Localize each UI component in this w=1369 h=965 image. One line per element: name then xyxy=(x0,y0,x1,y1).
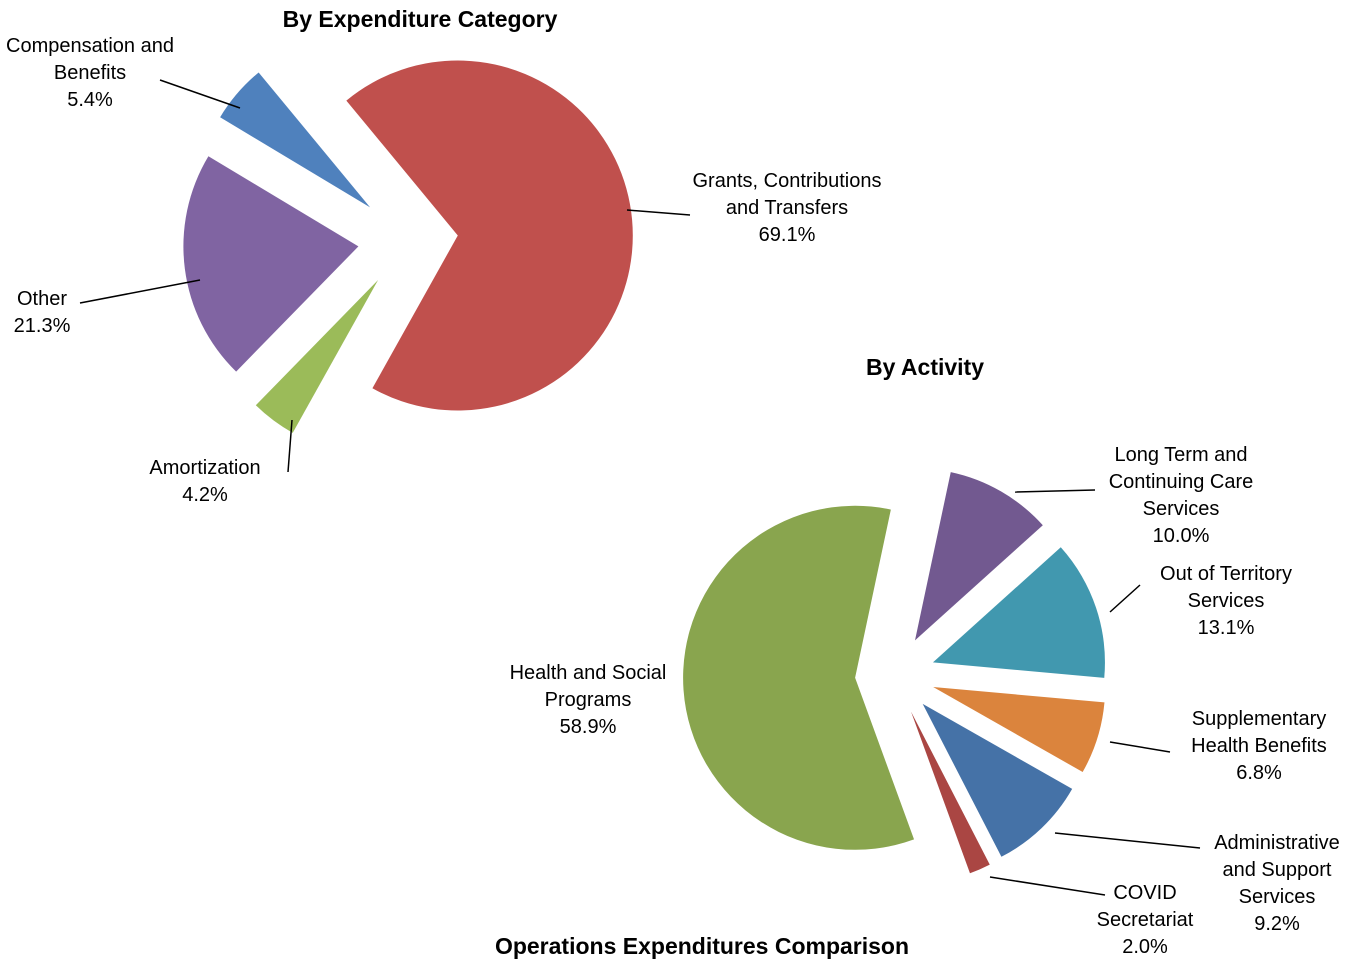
slice-label: Amortization 4.2% xyxy=(130,455,280,509)
leader-line xyxy=(79,279,201,304)
leader-line xyxy=(1014,489,1096,493)
category-label: Long Term and Continuing Care Services xyxy=(1108,444,1254,520)
value-label: 69.1% xyxy=(758,224,816,246)
value-label: 5.4% xyxy=(67,89,113,111)
value-label: 9.2% xyxy=(1254,913,1300,935)
leader-line xyxy=(1109,584,1141,613)
slice-label: Grants, Contributions and Transfers 69.1% xyxy=(687,168,887,249)
pie-slice xyxy=(922,703,1073,857)
value-label: 58.9% xyxy=(559,716,617,738)
category-label: Other xyxy=(16,288,68,310)
category-label: Amortization xyxy=(149,457,261,479)
slice-label: Other 21.3% xyxy=(2,286,82,340)
slice-label: COVID Secretariat 2.0% xyxy=(1085,880,1205,961)
pie-slice xyxy=(932,547,1105,678)
value-label: 2.0% xyxy=(1122,936,1168,958)
page-title: Operations Expenditures Comparison xyxy=(494,933,910,959)
leader-line xyxy=(1054,832,1201,849)
slice-label: Compensation and Benefits 5.4% xyxy=(0,33,180,114)
leader-line xyxy=(159,79,241,109)
pie-slice xyxy=(683,505,915,850)
value-label: 6.8% xyxy=(1236,762,1282,784)
pie-slice xyxy=(255,280,379,433)
category-label: Grants, Contributions and Transfers xyxy=(692,170,882,219)
leader-line xyxy=(626,209,691,216)
category-label: Out of Territory Services xyxy=(1160,563,1292,612)
value-label: 13.1% xyxy=(1197,617,1255,639)
pie-slice xyxy=(933,686,1105,773)
slice-label: Health and Social Programs 58.9% xyxy=(493,660,683,741)
pie-slice xyxy=(220,72,371,208)
slice-label: Long Term and Continuing Care Services 10… xyxy=(1086,442,1276,550)
category-label: Supplementary Health Benefits xyxy=(1191,708,1327,757)
category-label: Administrative and Support Services xyxy=(1214,832,1340,908)
value-label: 10.0% xyxy=(1152,525,1210,547)
chart-title: By Activity xyxy=(865,354,985,380)
leader-line xyxy=(287,419,293,473)
category-label: Health and Social Programs xyxy=(509,662,667,711)
pie-slice xyxy=(346,60,633,411)
pie-slice xyxy=(911,711,990,874)
slice-label: Supplementary Health Benefits 6.8% xyxy=(1169,706,1349,787)
chart-title: By Expenditure Category xyxy=(282,6,558,32)
slice-label: Out of Territory Services 13.1% xyxy=(1136,561,1316,642)
value-label: 21.3% xyxy=(13,315,71,337)
category-label: Compensation and Benefits xyxy=(6,35,174,84)
slice-label: Administrative and Support Services 9.2% xyxy=(1197,830,1357,938)
leader-line xyxy=(1109,741,1171,753)
pie-slice xyxy=(183,156,359,372)
pie-slice xyxy=(915,472,1043,641)
leader-line xyxy=(989,876,1106,896)
category-label: COVID Secretariat xyxy=(1096,882,1194,931)
value-label: 4.2% xyxy=(182,484,228,506)
